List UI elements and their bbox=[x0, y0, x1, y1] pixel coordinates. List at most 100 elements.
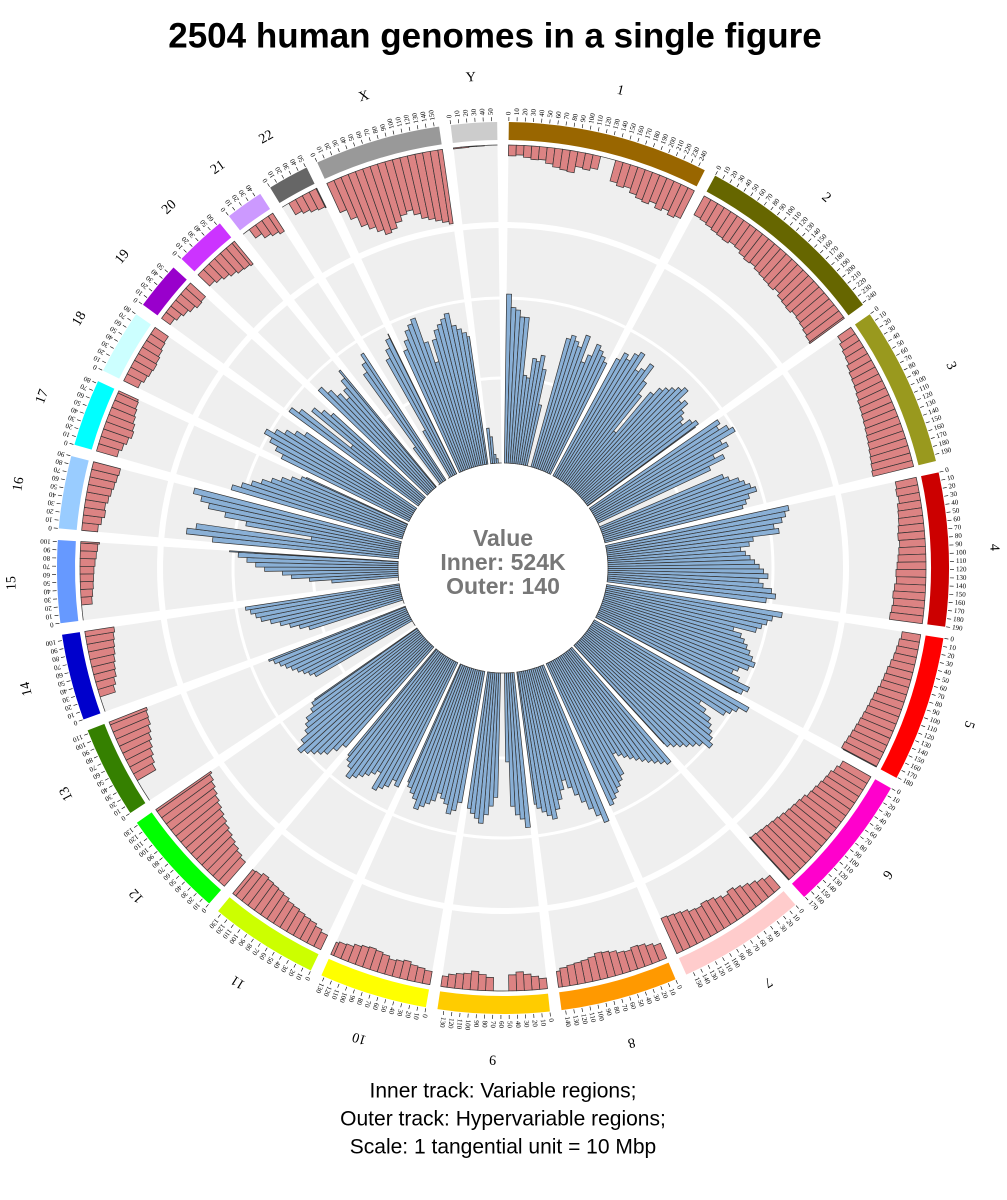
tick-mark bbox=[424, 1008, 427, 1013]
tick-mark bbox=[384, 999, 387, 1004]
tick-label: 0 bbox=[420, 1014, 429, 1019]
tick-label: 120 bbox=[603, 116, 613, 129]
tick-mark bbox=[811, 891, 815, 895]
tick-label: 20 bbox=[461, 109, 470, 117]
tick-mark bbox=[822, 879, 827, 884]
outer-bar bbox=[79, 580, 94, 590]
ring-separator bbox=[782, 370, 839, 487]
tick-mark bbox=[79, 411, 84, 414]
tick-label: 40 bbox=[288, 157, 299, 167]
tick-mark bbox=[913, 390, 918, 393]
tick-mark bbox=[700, 968, 703, 973]
outer-bar bbox=[80, 596, 93, 606]
caption: Scale: 1 tangential unit = 10 Mbp bbox=[350, 1136, 656, 1159]
tick-mark bbox=[201, 232, 205, 236]
outer-bar bbox=[530, 145, 540, 161]
ideogram bbox=[136, 812, 222, 904]
tick-label: 130 bbox=[438, 1017, 447, 1029]
tick-mark bbox=[581, 124, 584, 129]
tick-mark bbox=[118, 331, 123, 335]
tick-label: 30 bbox=[778, 923, 789, 934]
tick-mark bbox=[71, 435, 76, 437]
outer-bar bbox=[468, 145, 477, 148]
tick-mark bbox=[66, 680, 71, 682]
tick-label: 20 bbox=[659, 990, 669, 1000]
tick-mark bbox=[400, 1003, 402, 1008]
tick-mark bbox=[926, 709, 931, 712]
tick-label: 50 bbox=[379, 1004, 389, 1013]
outer-bar bbox=[896, 561, 927, 570]
outer-bar bbox=[137, 346, 161, 365]
tick-mark bbox=[929, 701, 934, 704]
tick-label: 20 bbox=[286, 968, 297, 978]
tick-label: 100 bbox=[337, 991, 348, 1004]
tick-mark bbox=[613, 1000, 616, 1005]
tick-label: 130 bbox=[571, 1015, 581, 1027]
tick-mark bbox=[159, 857, 163, 861]
tick-mark bbox=[908, 755, 913, 758]
tick-label: 60 bbox=[75, 390, 85, 400]
outer-bar bbox=[515, 971, 525, 992]
tick-label: 90 bbox=[236, 937, 247, 948]
tick-label: 80 bbox=[82, 374, 92, 384]
tick-label: 90 bbox=[80, 748, 90, 758]
tick-label: 10 bbox=[112, 807, 123, 818]
outer-bar bbox=[630, 944, 646, 970]
tick-mark bbox=[245, 197, 249, 201]
outer-bar bbox=[80, 588, 94, 598]
tick-label: 110 bbox=[588, 1011, 598, 1023]
tick-mark bbox=[690, 158, 694, 163]
outer-bar bbox=[141, 339, 163, 358]
tick-mark bbox=[164, 863, 169, 867]
tick-label: 130 bbox=[956, 574, 967, 582]
tick-mark bbox=[177, 255, 181, 259]
tick-label: 30 bbox=[395, 1008, 404, 1017]
tick-label: 100 bbox=[74, 740, 87, 752]
outer-bar bbox=[361, 946, 377, 970]
tick-label: 0 bbox=[895, 788, 902, 797]
tick-mark bbox=[238, 202, 242, 206]
tick-mark bbox=[78, 719, 83, 722]
chromosome-label: 16 bbox=[10, 476, 27, 492]
ideogram bbox=[228, 193, 271, 231]
tick-mark bbox=[802, 232, 806, 237]
tick-label: 30 bbox=[279, 964, 290, 974]
tick-label: 10 bbox=[412, 1012, 421, 1021]
tick-mark bbox=[57, 640, 62, 642]
tick-label: 90 bbox=[737, 952, 748, 963]
tick-mark bbox=[581, 1007, 583, 1012]
tick-label: 40 bbox=[69, 405, 79, 415]
outer-bar bbox=[391, 959, 405, 979]
tick-label: 60 bbox=[953, 515, 961, 524]
tick-mark bbox=[847, 280, 851, 284]
tick-mark bbox=[668, 149, 671, 153]
tick-label: 0 bbox=[675, 984, 684, 991]
outer-bar bbox=[485, 976, 494, 992]
tick-label: 0 bbox=[309, 151, 318, 158]
chromosome-label: 21 bbox=[208, 158, 228, 178]
tick-label: 30 bbox=[652, 993, 662, 1003]
tick-label: 0 bbox=[873, 304, 881, 313]
outer-bar bbox=[666, 183, 689, 218]
outer-bar bbox=[333, 941, 347, 960]
chromosome-label: 22 bbox=[257, 128, 276, 148]
chromosome-label: 14 bbox=[18, 680, 36, 697]
tick-label: 40 bbox=[644, 996, 654, 1006]
tick-label: 40 bbox=[891, 331, 902, 342]
tick-label: 0 bbox=[119, 814, 127, 823]
tick-label: 20 bbox=[947, 651, 956, 660]
tick-label: 80 bbox=[355, 997, 365, 1007]
tick-label: 80 bbox=[612, 1006, 622, 1015]
tick-mark bbox=[102, 360, 106, 364]
tick-mark bbox=[84, 733, 88, 736]
inner-bar bbox=[268, 605, 406, 662]
tick-mark bbox=[153, 281, 158, 285]
tick-mark bbox=[127, 318, 131, 321]
ideogram bbox=[87, 723, 146, 814]
tick-label: 220 bbox=[682, 142, 694, 155]
tick-mark bbox=[408, 1005, 410, 1010]
tick-mark bbox=[883, 331, 888, 335]
tick-label: 140 bbox=[916, 747, 929, 759]
tick-mark bbox=[64, 462, 69, 464]
tick-mark bbox=[376, 997, 379, 1002]
